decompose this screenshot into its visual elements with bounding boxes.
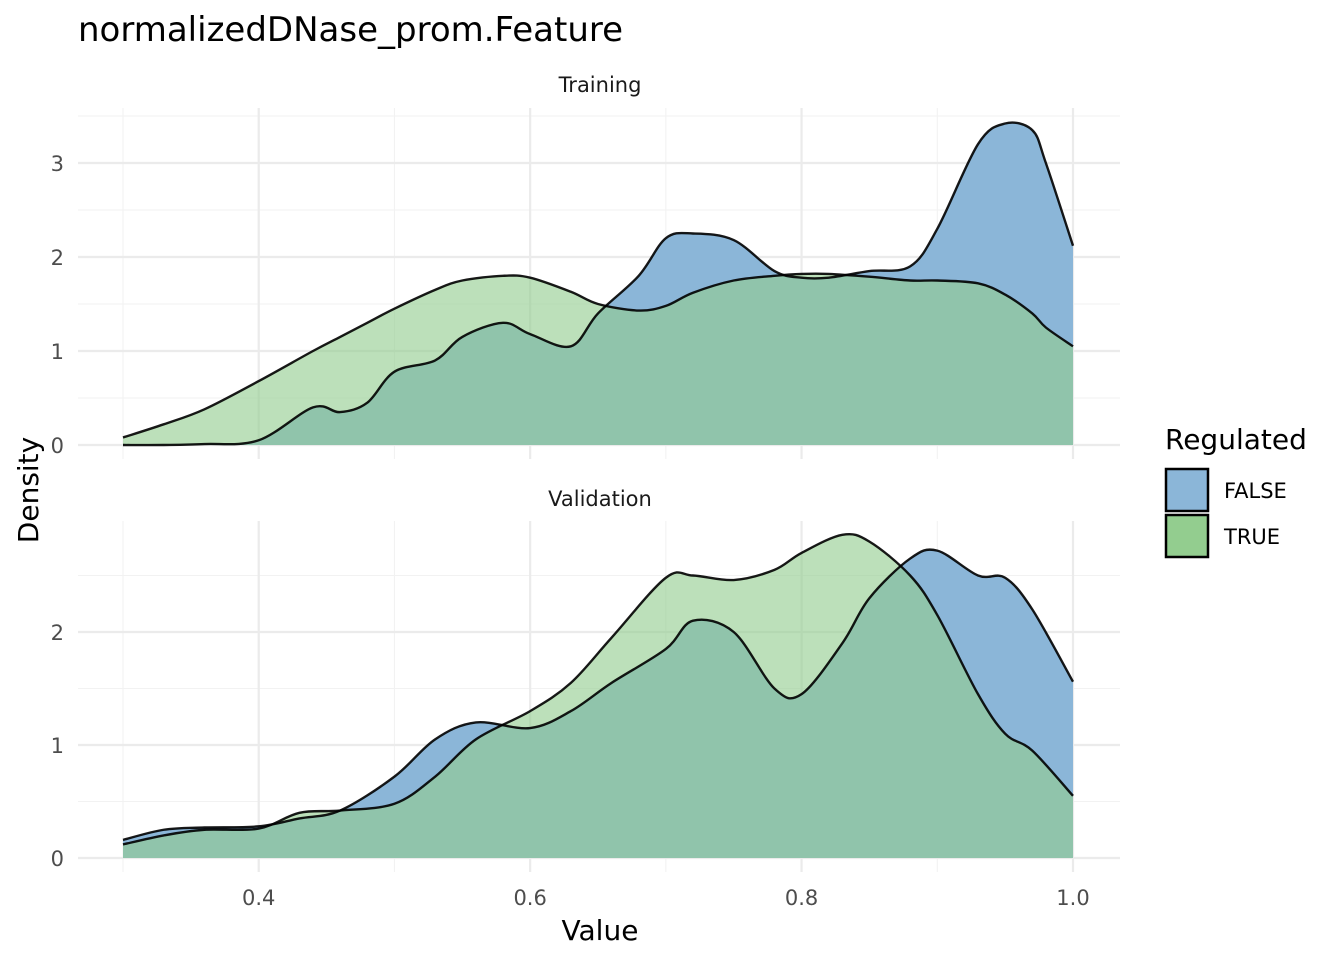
density-line-true <box>122 272 1074 439</box>
y-tick-label: 0 <box>51 434 64 458</box>
y-tick-label: 3 <box>51 152 64 176</box>
density-line-true <box>122 532 1074 846</box>
panel-validation: 0 1 2 <box>51 521 1120 872</box>
x-axis-title: Value <box>562 914 639 947</box>
legend-label-false: FALSE <box>1224 479 1287 503</box>
y-tick-label: 1 <box>51 734 64 758</box>
legend-title: Regulated <box>1165 423 1307 456</box>
chart-title: normalizedDNase_prom.Feature <box>78 10 623 50</box>
strip-label-training: Training <box>558 73 642 97</box>
density-line-false <box>122 548 1075 842</box>
density-line-false <box>122 121 1075 447</box>
legend-label-true: TRUE <box>1223 525 1280 549</box>
legend-swatch-true <box>1164 513 1210 559</box>
panel-training: 0 1 2 3 <box>51 108 1120 459</box>
strip-label-validation: Validation <box>548 487 652 511</box>
x-tick-label: 0.8 <box>785 886 818 910</box>
y-tick-label: 2 <box>51 246 64 270</box>
x-tick-label: 1.0 <box>1056 886 1089 910</box>
y-tick-label: 0 <box>51 847 64 871</box>
x-tick-label: 0.6 <box>513 886 546 910</box>
y-axis-title: Density <box>12 437 45 543</box>
density-area-true <box>123 534 1073 858</box>
y-tick-label: 1 <box>51 340 64 364</box>
x-axis: 0.4 0.6 0.8 1.0 <box>242 886 1090 910</box>
y-tick-label: 2 <box>51 621 64 645</box>
x-tick-label: 0.4 <box>242 886 275 910</box>
legend: Regulated FALSE TRUE <box>1164 423 1307 559</box>
density-area-true <box>123 273 1073 445</box>
legend-swatch-false <box>1164 467 1210 513</box>
